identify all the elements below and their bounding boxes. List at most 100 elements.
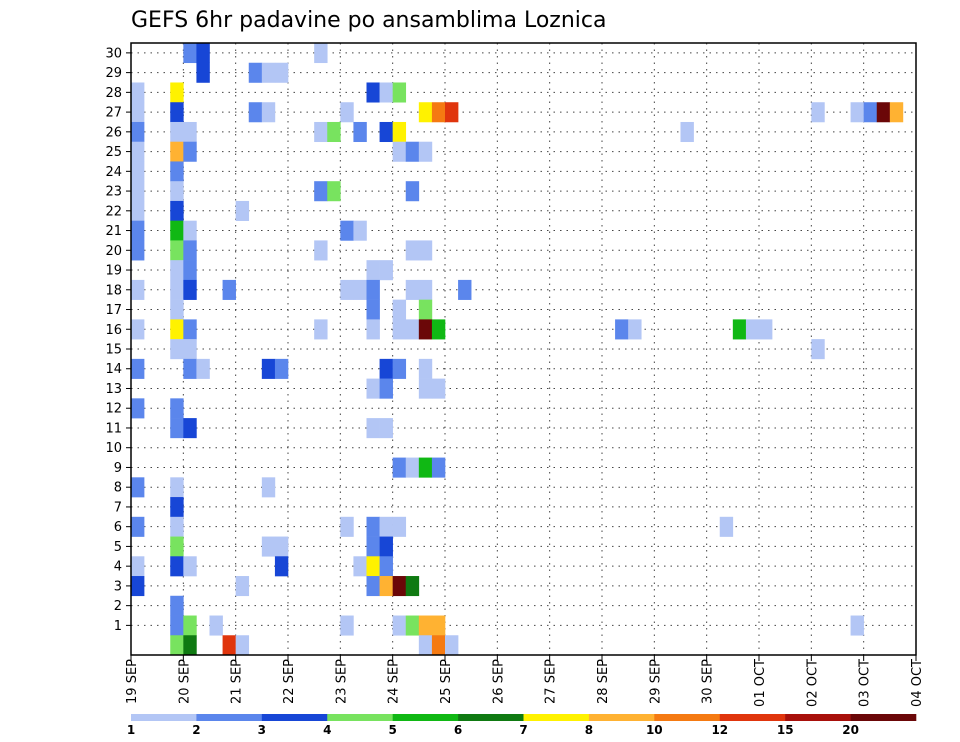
y-tick-label: 13 [105, 382, 122, 397]
legend-color-swatch [392, 714, 459, 721]
heatmap-cell [458, 279, 472, 300]
heatmap-cell [170, 615, 184, 636]
y-tick-label: 3 [114, 579, 122, 594]
y-tick-label: 23 [105, 185, 122, 200]
y-tick-label: 1 [114, 619, 122, 634]
x-tick-label: 29 SEP [648, 659, 663, 704]
heatmap-cell [183, 220, 197, 241]
chart-title: GEFS 6hr padavine po ansamblima Loznica [131, 8, 606, 33]
heatmap-cell [379, 82, 393, 103]
heatmap-cell [314, 181, 328, 202]
heatmap-cell [170, 240, 184, 261]
heatmap-cell [170, 220, 184, 241]
heatmap-cell [314, 240, 328, 261]
heatmap-cells [131, 43, 904, 656]
heatmap-cell [405, 615, 420, 636]
y-tick-label: 22 [105, 204, 122, 219]
heatmap-cell [392, 457, 407, 478]
heatmap-cell [170, 181, 184, 202]
legend-color-swatch [458, 714, 524, 721]
x-tick-label: 28 SEP [596, 659, 611, 704]
legend-label: 7 [519, 723, 527, 737]
heatmap-cell [183, 358, 197, 379]
heatmap-cell [405, 279, 420, 300]
heatmap-cell [340, 516, 354, 537]
heatmap-cell [170, 82, 184, 103]
x-tick-labels: 19 SEP 20 SEP 21 SEP 22 SEP 23 SEP 24 SEP 25 S… [125, 655, 925, 707]
heatmap-cell [131, 279, 145, 300]
heatmap-cell [183, 141, 197, 162]
heatmap-cell [379, 516, 393, 537]
heatmap-cell [353, 556, 367, 577]
heatmap-cell [811, 102, 825, 123]
heatmap-cell [274, 358, 289, 379]
heatmap-cell [366, 260, 380, 281]
heatmap-cell [183, 43, 197, 64]
heatmap-cell [170, 299, 184, 320]
heatmap-cell [366, 378, 380, 399]
heatmap-cell [366, 82, 380, 103]
heatmap-cell [261, 477, 276, 498]
heatmap-cell [379, 418, 393, 439]
heatmap-cell [170, 141, 184, 162]
y-tick-label: 6 [114, 520, 122, 535]
legend-label: 12 [711, 723, 728, 737]
x-tick-label: 01 OCT [753, 659, 768, 707]
y-tick-label: 10 [105, 441, 122, 456]
y-tick-label: 20 [105, 244, 122, 259]
heatmap-cell [379, 260, 393, 281]
heatmap-cell [418, 635, 433, 656]
y-tick-label: 5 [114, 540, 122, 555]
heatmap-cell [418, 141, 433, 162]
heatmap-cell [235, 200, 250, 221]
heatmap-cell [131, 319, 145, 340]
heatmap-cell [418, 279, 433, 300]
heatmap-cell [379, 121, 393, 143]
heatmap-cell [418, 378, 433, 399]
legend-label: 6 [454, 723, 462, 737]
heatmap-cell [340, 220, 354, 241]
heatmap-cell [353, 279, 367, 300]
heatmap-cell [405, 319, 420, 340]
heatmap-cell [405, 576, 420, 597]
heatmap-cell [759, 319, 773, 340]
heatmap-cell [170, 635, 184, 656]
heatmap-cell [222, 635, 236, 656]
heatmap-cell [392, 141, 407, 162]
heatmap-cell [379, 536, 393, 557]
heatmap-cell [183, 240, 197, 261]
y-tick-label: 9 [114, 461, 122, 476]
heatmap-cell [170, 200, 184, 221]
x-tick-label: 25 SEP [439, 659, 454, 704]
heatmap-cell [170, 121, 184, 143]
heatmap-cell [431, 457, 446, 478]
heatmap-cell [445, 635, 459, 656]
heatmap-cell [170, 260, 184, 281]
heatmap-cell [131, 121, 145, 143]
heatmap-cell [366, 299, 380, 320]
heatmap-cell [366, 576, 380, 597]
x-tick-label: 27 SEP [544, 659, 559, 704]
legend-color-swatch [785, 714, 851, 721]
legend-label: 2 [192, 723, 200, 737]
x-tick-label: 19 SEP [125, 659, 140, 704]
legend-label: 8 [585, 723, 593, 737]
heatmap-cell [170, 497, 184, 518]
heatmap-cell [235, 635, 250, 656]
y-tick-label: 12 [105, 402, 122, 417]
heatmap-cell [353, 121, 367, 143]
heatmap-cell [131, 82, 145, 103]
y-tick-label: 14 [105, 362, 122, 377]
heatmap-cell [170, 398, 184, 419]
heatmap-cell [405, 181, 420, 202]
legend-label: 5 [389, 723, 397, 737]
heatmap-cell [392, 299, 407, 320]
heatmap-cell [405, 240, 420, 261]
heatmap-cell [209, 615, 223, 636]
legend-color-swatch [131, 714, 197, 721]
heatmap-cell [366, 536, 380, 557]
heatmap-cell [196, 43, 210, 64]
heatmap-cell [131, 358, 145, 379]
legend-color-swatch [327, 714, 393, 721]
heatmap-cell [170, 536, 184, 557]
